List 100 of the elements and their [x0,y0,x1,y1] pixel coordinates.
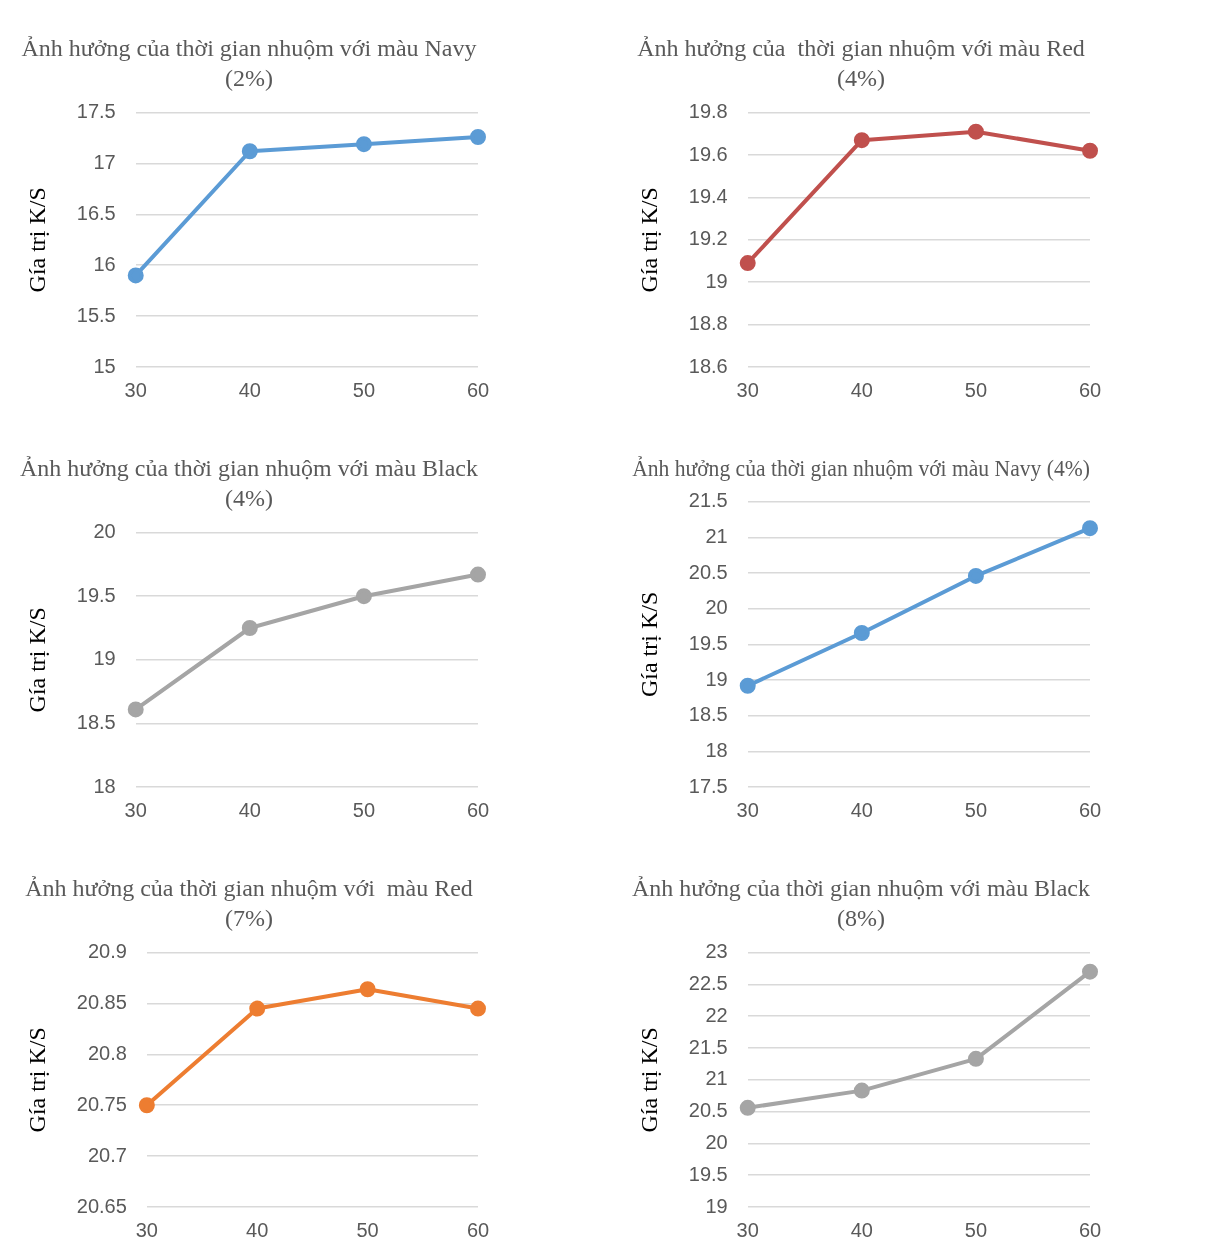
x-tick-label: 60 [1078,378,1102,401]
point [127,267,144,284]
chart-title: Ảnh hưởng của thời gian nhuộm với màu Black [20,454,478,481]
y-tick-label: 18 [705,738,728,761]
y-tick-label: 18.8 [688,312,728,335]
chart-title: Ảnh hưởng của thời gian nhuộm với màu Red [637,34,1085,61]
x-tick-label: 50 [964,1218,988,1241]
point [1082,963,1098,980]
point [853,624,870,641]
chart-title: Ảnh hưởng của thời gian nhuộm với màu Black [632,874,1090,901]
point [967,567,984,584]
point [853,1082,870,1099]
x-tick-label: 40 [238,378,261,401]
y-tick-label: 17.5 [76,100,116,123]
y-tick-label: 20.5 [688,560,728,583]
point [739,677,756,694]
x-tick-label: 40 [246,1218,269,1241]
x-tick-label: 50 [352,798,376,821]
y-tick-label: 19.2 [688,227,728,250]
y-tick-label: 19 [705,1194,728,1217]
x-tick-label: 40 [850,798,873,821]
y-tick-label: 17.5 [688,774,728,797]
y-tick-label: 20.65 [76,1194,127,1217]
y-axis-title: Gía trị K/S [23,607,50,713]
y-tick-label: 23 [705,940,728,963]
x-tick-label: 40 [850,1218,873,1241]
y-tick-label: 20 [705,596,728,619]
x-tick-label: 50 [356,1218,379,1241]
x-tick-label: 30 [135,1218,158,1241]
y-tick-label: 20 [93,520,116,543]
x-tick-label: 30 [124,378,147,401]
y-tick-label: 20 [705,1130,728,1153]
x-tick-label: 40 [238,798,261,821]
x-tick-label: 50 [964,798,988,821]
point [967,123,984,140]
y-tick-label: 19.5 [688,1162,728,1185]
point [853,132,870,149]
y-tick-label: 19.4 [688,184,728,207]
y-tick-label: 21 [705,1067,728,1090]
y-tick-label: 20.9 [87,940,127,963]
x-tick-label: 30 [736,798,759,821]
point [355,588,372,605]
point [967,1050,984,1067]
y-tick-label: 21 [705,524,728,547]
y-tick-label: 21.5 [688,489,728,512]
chart-subtitle: (4%) [837,65,885,92]
y-tick-label: 16 [93,252,116,275]
y-tick-label: 21.5 [688,1035,728,1058]
y-tick-label: 20.7 [87,1143,127,1166]
y-tick-label: 15 [93,354,116,377]
point [138,1097,155,1114]
x-tick-label: 30 [124,798,147,821]
point [470,129,486,146]
point [241,143,258,160]
chart-subtitle: (8%) [837,905,885,932]
point [1082,142,1098,159]
y-tick-label: 20.85 [76,991,127,1013]
point [355,136,372,153]
y-tick-label: 19.5 [688,631,728,654]
x-tick-label: 60 [1078,1218,1102,1241]
y-tick-label: 18.6 [688,354,728,377]
y-axis-title: Gía trị K/S [635,1027,662,1133]
chart-title: Ảnh hưởng của thời gian nhuộm với màu Navy [21,34,477,61]
x-tick-label: 30 [736,1218,759,1241]
point [470,566,486,583]
y-tick-label: 17 [93,151,116,173]
point [470,1000,486,1017]
x-tick-label: 40 [850,378,873,401]
y-tick-label: 20.5 [688,1099,728,1122]
chart-subtitle: (7%) [225,905,273,932]
y-axis-title: Gía trị K/S [23,187,50,293]
y-tick-label: 20.75 [76,1092,127,1115]
y-tick-label: 19 [93,647,116,670]
point [241,620,258,636]
y-tick-label: 19.6 [688,142,728,165]
x-tick-label: 60 [466,798,490,821]
point [249,1000,266,1017]
y-tick-label: 22.5 [688,971,728,994]
point [359,981,376,998]
x-tick-label: 50 [352,378,376,401]
y-tick-label: 20.8 [87,1041,127,1064]
y-tick-label: 18.5 [688,703,728,726]
x-tick-label: 60 [466,378,490,401]
y-axis-title: Gía trị K/S [635,187,662,293]
y-tick-label: 19 [705,667,728,690]
point [739,255,756,272]
y-tick-label: 19 [705,269,728,292]
y-tick-label: 15.5 [76,303,116,326]
point [1082,520,1098,537]
x-tick-label: 60 [1078,798,1102,821]
x-tick-label: 30 [736,378,759,401]
x-tick-label: 60 [466,1218,490,1241]
y-axis-title: Gía trị K/S [635,591,662,698]
chart-subtitle: (4%) [225,485,273,512]
y-tick-label: 19.8 [688,100,728,123]
chart-title: Ảnh hưởng của thời gian nhuộm với màu Red [25,874,473,901]
point [739,1099,756,1116]
y-axis-title: Gía trị K/S [23,1027,50,1133]
point [127,701,144,718]
y-tick-label: 18.5 [76,710,116,733]
